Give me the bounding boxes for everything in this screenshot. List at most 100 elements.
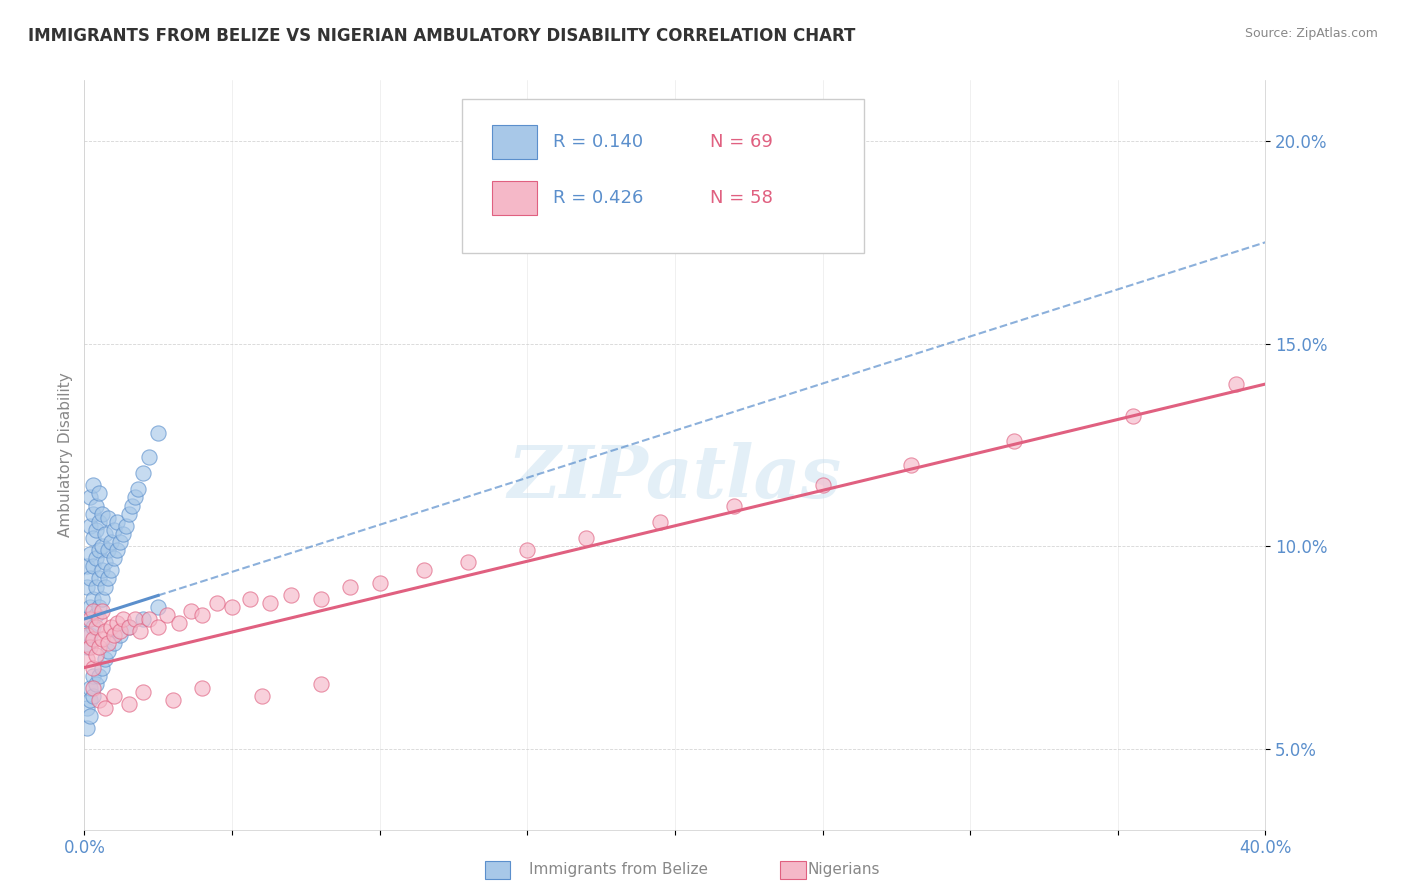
Point bbox=[138, 612, 160, 626]
Point bbox=[82, 604, 104, 618]
Text: Nigerians: Nigerians bbox=[807, 863, 880, 877]
Point bbox=[76, 640, 98, 655]
Text: Immigrants from Belize: Immigrants from Belize bbox=[529, 863, 709, 877]
Point bbox=[87, 640, 111, 655]
Point bbox=[309, 591, 332, 606]
Point bbox=[94, 580, 117, 594]
Point bbox=[91, 539, 114, 553]
Point bbox=[124, 612, 146, 626]
Text: N = 58: N = 58 bbox=[710, 189, 773, 207]
Point bbox=[100, 620, 122, 634]
Point bbox=[108, 535, 131, 549]
Point bbox=[76, 701, 98, 715]
Point bbox=[103, 523, 125, 537]
Bar bbox=[492, 125, 537, 159]
Point bbox=[84, 620, 107, 634]
Point bbox=[221, 599, 243, 614]
Point bbox=[91, 604, 114, 618]
Point bbox=[309, 677, 332, 691]
Point bbox=[79, 599, 101, 614]
Point bbox=[105, 515, 128, 529]
Point bbox=[191, 681, 214, 695]
Point bbox=[82, 620, 104, 634]
Point bbox=[82, 478, 104, 492]
Point bbox=[87, 693, 111, 707]
Point bbox=[82, 559, 104, 574]
Point bbox=[650, 515, 672, 529]
Point bbox=[105, 543, 128, 558]
Point bbox=[79, 693, 101, 707]
Point bbox=[87, 571, 111, 585]
Point bbox=[97, 510, 120, 524]
Point bbox=[100, 535, 122, 549]
Point bbox=[368, 575, 391, 590]
Point bbox=[87, 486, 111, 500]
Point bbox=[118, 697, 141, 711]
Point bbox=[84, 523, 107, 537]
Point bbox=[91, 563, 114, 577]
Point bbox=[132, 612, 155, 626]
Point bbox=[723, 499, 745, 513]
Point bbox=[91, 591, 114, 606]
Text: R = 0.426: R = 0.426 bbox=[553, 189, 644, 207]
Point bbox=[121, 499, 143, 513]
Point bbox=[118, 620, 141, 634]
Point bbox=[82, 689, 104, 703]
Point bbox=[79, 518, 101, 533]
Point bbox=[82, 668, 104, 682]
Point bbox=[103, 628, 125, 642]
Bar bbox=[492, 181, 537, 215]
Point bbox=[100, 563, 122, 577]
Point bbox=[239, 591, 262, 606]
Point bbox=[259, 596, 281, 610]
Point bbox=[413, 563, 436, 577]
Point bbox=[76, 559, 98, 574]
Point bbox=[811, 478, 834, 492]
Point bbox=[108, 628, 131, 642]
Point bbox=[82, 660, 104, 674]
Text: R = 0.140: R = 0.140 bbox=[553, 133, 644, 151]
Point bbox=[103, 636, 125, 650]
Text: N = 69: N = 69 bbox=[710, 133, 773, 151]
Point bbox=[1122, 409, 1144, 424]
Point bbox=[82, 531, 104, 545]
Point bbox=[87, 599, 111, 614]
Point bbox=[1004, 434, 1026, 448]
Text: Source: ZipAtlas.com: Source: ZipAtlas.com bbox=[1244, 27, 1378, 40]
Y-axis label: Ambulatory Disability: Ambulatory Disability bbox=[58, 373, 73, 537]
Point bbox=[250, 689, 273, 703]
Point bbox=[79, 681, 101, 695]
Point bbox=[94, 652, 117, 666]
Point bbox=[94, 701, 117, 715]
Point bbox=[280, 588, 302, 602]
Point bbox=[103, 551, 125, 566]
Point bbox=[132, 466, 155, 480]
Point bbox=[76, 721, 98, 735]
Point bbox=[84, 551, 107, 566]
Point bbox=[575, 531, 598, 545]
Point bbox=[111, 612, 134, 626]
Point bbox=[105, 615, 128, 630]
Point bbox=[167, 615, 190, 630]
Point bbox=[118, 507, 141, 521]
Point bbox=[91, 660, 114, 674]
Point bbox=[156, 607, 179, 622]
Point bbox=[87, 515, 111, 529]
Point bbox=[148, 599, 170, 614]
Point bbox=[79, 628, 101, 642]
Point bbox=[87, 543, 111, 558]
Point bbox=[111, 527, 134, 541]
Point bbox=[118, 620, 141, 634]
Point bbox=[79, 547, 101, 561]
Point bbox=[82, 591, 104, 606]
Point bbox=[148, 620, 170, 634]
Point bbox=[900, 458, 922, 472]
Point bbox=[207, 596, 229, 610]
Point bbox=[76, 652, 98, 666]
Point bbox=[84, 648, 107, 663]
Point bbox=[84, 499, 107, 513]
Point bbox=[97, 543, 120, 558]
Point bbox=[87, 668, 111, 682]
Text: IMMIGRANTS FROM BELIZE VS NIGERIAN AMBULATORY DISABILITY CORRELATION CHART: IMMIGRANTS FROM BELIZE VS NIGERIAN AMBUL… bbox=[28, 27, 855, 45]
Point bbox=[457, 555, 479, 569]
